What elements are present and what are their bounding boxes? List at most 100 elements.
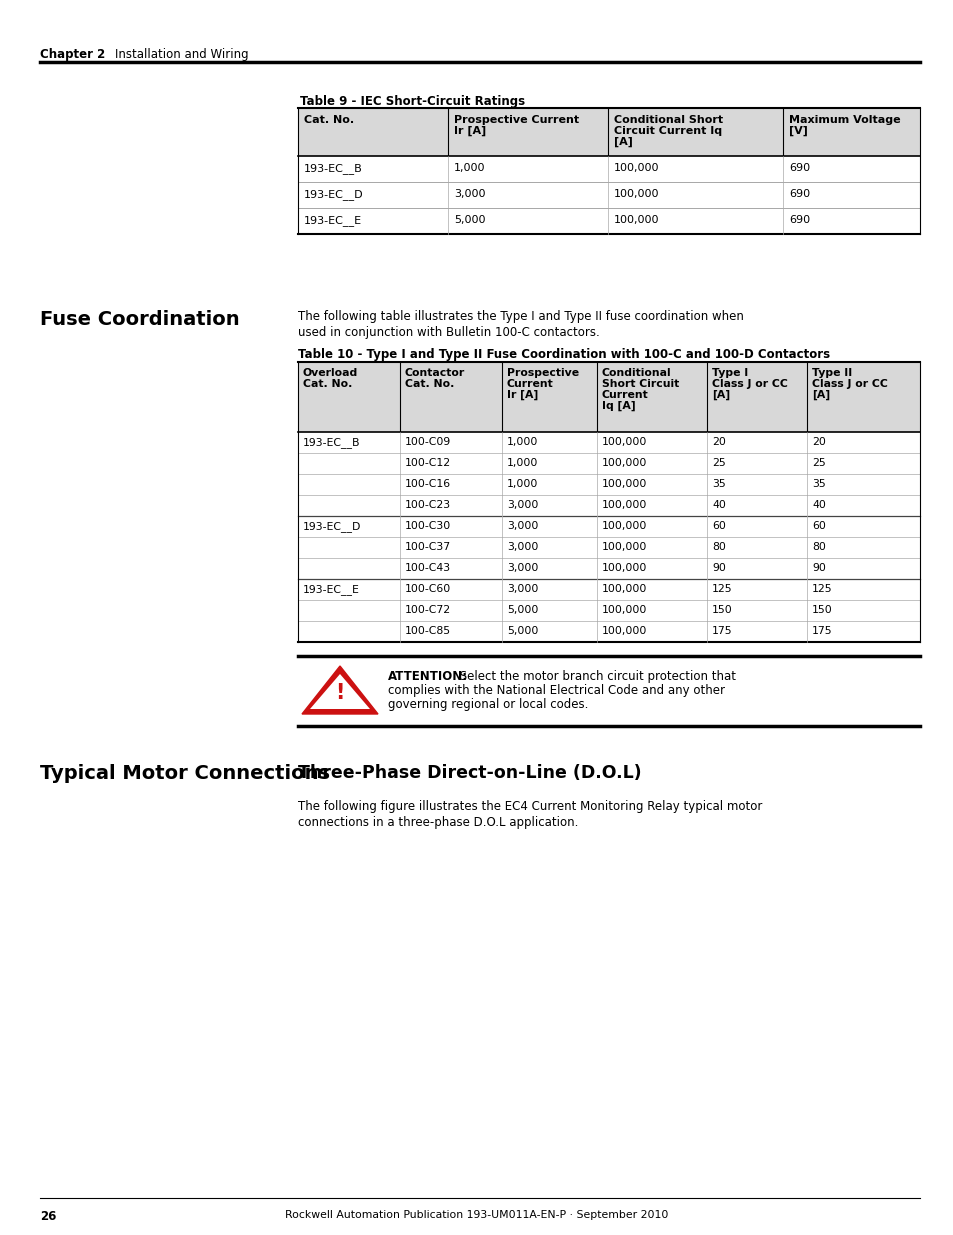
Text: 690: 690 [788, 215, 809, 225]
Text: 100,000: 100,000 [601, 584, 647, 594]
Text: used in conjunction with Bulletin 100-C contactors.: used in conjunction with Bulletin 100-C … [297, 326, 599, 338]
Text: [A]: [A] [811, 390, 829, 400]
Text: 100,000: 100,000 [601, 563, 647, 573]
Text: Type I: Type I [711, 368, 747, 378]
Text: 100,000: 100,000 [601, 500, 647, 510]
Text: Table 9 - IEC Short-Circuit Ratings: Table 9 - IEC Short-Circuit Ratings [299, 95, 524, 107]
Text: Ir [A]: Ir [A] [506, 390, 537, 400]
Text: 80: 80 [711, 542, 725, 552]
Text: Cat. No.: Cat. No. [405, 379, 454, 389]
Text: 100,000: 100,000 [601, 458, 647, 468]
Text: Select the motor branch circuit protection that: Select the motor branch circuit protecti… [456, 671, 735, 683]
Text: connections in a three-phase D.O.L application.: connections in a three-phase D.O.L appli… [297, 816, 578, 829]
Text: governing regional or local codes.: governing regional or local codes. [388, 698, 588, 711]
Text: 150: 150 [811, 605, 832, 615]
Text: 1,000: 1,000 [454, 163, 485, 173]
Text: Prospective Current: Prospective Current [454, 115, 578, 125]
Text: Prospective: Prospective [506, 368, 578, 378]
Text: 100-C16: 100-C16 [405, 479, 451, 489]
Text: [A]: [A] [711, 390, 729, 400]
Text: [A]: [A] [614, 137, 632, 147]
Text: 150: 150 [711, 605, 732, 615]
Polygon shape [310, 674, 370, 709]
Text: 690: 690 [788, 189, 809, 199]
Text: Three-Phase Direct-on-Line (D.O.L): Three-Phase Direct-on-Line (D.O.L) [297, 764, 641, 782]
Text: 100-C12: 100-C12 [405, 458, 451, 468]
Text: 690: 690 [788, 163, 809, 173]
Text: 3,000: 3,000 [454, 189, 485, 199]
Text: 1,000: 1,000 [506, 458, 537, 468]
Text: 1,000: 1,000 [506, 479, 537, 489]
Text: 40: 40 [811, 500, 825, 510]
Text: 100,000: 100,000 [614, 189, 659, 199]
Text: 35: 35 [811, 479, 825, 489]
Text: 100-C60: 100-C60 [405, 584, 451, 594]
Text: 100,000: 100,000 [614, 215, 659, 225]
Text: Table 10 - Type I and Type II Fuse Coordination with 100-C and 100-D Contactors: Table 10 - Type I and Type II Fuse Coord… [297, 348, 829, 361]
Polygon shape [302, 666, 377, 714]
Text: Overload: Overload [303, 368, 358, 378]
Text: Chapter 2: Chapter 2 [40, 48, 105, 61]
Text: Ir [A]: Ir [A] [454, 126, 486, 136]
Text: 5,000: 5,000 [506, 605, 537, 615]
Text: Short Circuit: Short Circuit [601, 379, 679, 389]
Text: Type II: Type II [811, 368, 851, 378]
Text: 100-C37: 100-C37 [405, 542, 451, 552]
Text: 100-C23: 100-C23 [405, 500, 451, 510]
Text: 100-C43: 100-C43 [405, 563, 451, 573]
Text: 100,000: 100,000 [601, 626, 647, 636]
Text: Circuit Current Iq: Circuit Current Iq [614, 126, 721, 136]
Text: Current: Current [506, 379, 553, 389]
Text: Current: Current [601, 390, 648, 400]
Text: 20: 20 [811, 437, 825, 447]
Text: Typical Motor Connections: Typical Motor Connections [40, 764, 330, 783]
Text: 193-EC__D: 193-EC__D [304, 189, 363, 200]
Text: 193-EC__E: 193-EC__E [303, 584, 359, 595]
Text: Cat. No.: Cat. No. [304, 115, 354, 125]
Text: Conditional Short: Conditional Short [614, 115, 722, 125]
Text: 40: 40 [711, 500, 725, 510]
Text: 5,000: 5,000 [454, 215, 485, 225]
Text: 193-EC__D: 193-EC__D [303, 521, 361, 532]
Text: 193-EC__B: 193-EC__B [303, 437, 360, 448]
Text: 100-C85: 100-C85 [405, 626, 451, 636]
Text: Rockwell Automation Publication 193-UM011A-EN-P · September 2010: Rockwell Automation Publication 193-UM01… [285, 1210, 668, 1220]
Text: 3,000: 3,000 [506, 542, 537, 552]
Text: 100,000: 100,000 [601, 542, 647, 552]
Text: 100-C72: 100-C72 [405, 605, 451, 615]
Text: 60: 60 [711, 521, 725, 531]
Text: complies with the National Electrical Code and any other: complies with the National Electrical Co… [388, 684, 724, 697]
Text: Class J or CC: Class J or CC [711, 379, 787, 389]
Text: 3,000: 3,000 [506, 500, 537, 510]
Text: 193-EC__B: 193-EC__B [304, 163, 362, 174]
Text: 20: 20 [711, 437, 725, 447]
Text: Class J or CC: Class J or CC [811, 379, 887, 389]
Text: 125: 125 [811, 584, 832, 594]
Text: 60: 60 [811, 521, 825, 531]
Text: Conditional: Conditional [601, 368, 671, 378]
Text: !: ! [335, 683, 344, 703]
Text: 80: 80 [811, 542, 825, 552]
Text: 5,000: 5,000 [506, 626, 537, 636]
Text: 193-EC__E: 193-EC__E [304, 215, 362, 226]
Text: 100,000: 100,000 [614, 163, 659, 173]
Text: 35: 35 [711, 479, 725, 489]
Text: 26: 26 [40, 1210, 56, 1223]
Text: ATTENTION:: ATTENTION: [388, 671, 468, 683]
Bar [297, 107, 919, 156]
Text: 90: 90 [811, 563, 825, 573]
Text: 1,000: 1,000 [506, 437, 537, 447]
Text: Maximum Voltage: Maximum Voltage [788, 115, 900, 125]
Text: 125: 125 [711, 584, 732, 594]
Text: 3,000: 3,000 [506, 584, 537, 594]
Text: 100,000: 100,000 [601, 521, 647, 531]
Text: 175: 175 [811, 626, 832, 636]
Text: 25: 25 [711, 458, 725, 468]
Text: Contactor: Contactor [405, 368, 465, 378]
Text: 100-C30: 100-C30 [405, 521, 451, 531]
Text: The following table illustrates the Type I and Type II fuse coordination when: The following table illustrates the Type… [297, 310, 743, 324]
Text: 25: 25 [811, 458, 825, 468]
Text: 100,000: 100,000 [601, 479, 647, 489]
Text: Cat. No.: Cat. No. [303, 379, 352, 389]
Text: The following figure illustrates the EC4 Current Monitoring Relay typical motor: The following figure illustrates the EC4… [297, 800, 761, 813]
